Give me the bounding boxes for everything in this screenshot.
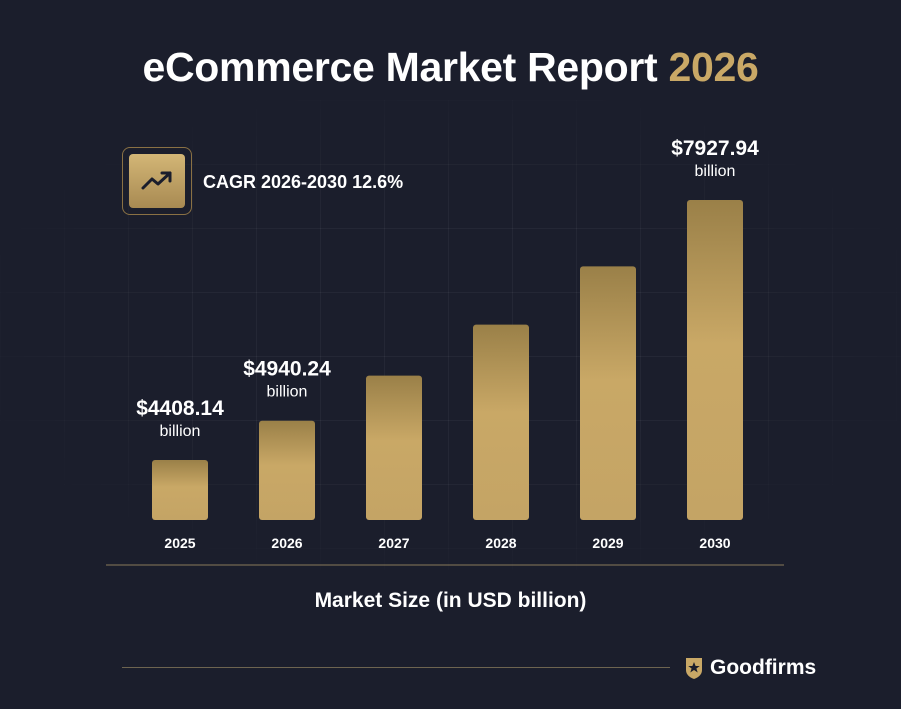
bar-2027 — [366, 375, 422, 520]
x-axis-title: Market Size (in USD billion) — [314, 589, 587, 612]
page-title: eCommerce Market Report 2026 — [0, 44, 901, 91]
goodfirms-logo-icon — [686, 658, 702, 679]
bar-2026 — [259, 420, 315, 520]
cagr-badge — [122, 147, 192, 215]
footer-brand: Goodfirms — [684, 656, 816, 680]
x-tick-label: 2027 — [378, 535, 409, 551]
brand-name: Goodfirms — [710, 656, 817, 679]
title-accent: 2026 — [668, 44, 759, 90]
data-label-value: $4408.14 — [136, 397, 224, 420]
title-main: eCommerce Market Report — [142, 44, 669, 90]
data-label-unit: billion — [160, 423, 201, 440]
bar-2029 — [580, 266, 636, 520]
x-tick-label: 2025 — [164, 535, 195, 551]
bar-2030 — [687, 200, 743, 520]
x-tick-label: 2029 — [592, 535, 623, 551]
footer-divider — [122, 667, 670, 668]
trend-up-icon — [129, 154, 185, 208]
data-label-unit: billion — [695, 163, 736, 180]
data-label-value: $4940.24 — [243, 358, 331, 381]
data-label-value: $7927.94 — [671, 137, 759, 160]
x-tick-label: 2030 — [699, 535, 730, 551]
data-label-unit: billion — [267, 384, 308, 401]
bar-2028 — [473, 324, 529, 520]
x-tick-label: 2026 — [271, 535, 302, 551]
x-tick-label: 2028 — [485, 535, 516, 551]
bar-2025 — [152, 460, 208, 520]
cagr-label: CAGR 2026-2030 12.6% — [203, 172, 404, 192]
